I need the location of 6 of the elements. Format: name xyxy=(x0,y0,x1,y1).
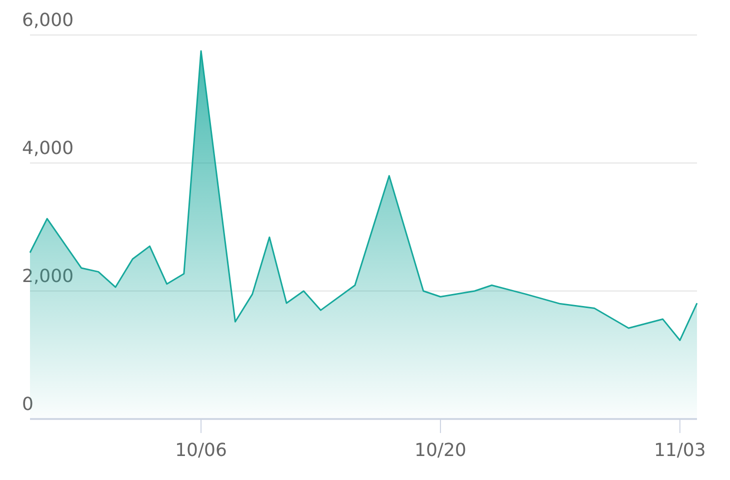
y-tick-label: 6,000 xyxy=(22,10,74,31)
x-tick-label: 11/03 xyxy=(654,440,706,461)
y-tick-label: 0 xyxy=(22,394,34,415)
x-tick-label: 10/20 xyxy=(414,440,466,461)
y-tick-label: 4,000 xyxy=(22,138,74,159)
x-tick-label: 10/06 xyxy=(175,440,227,461)
